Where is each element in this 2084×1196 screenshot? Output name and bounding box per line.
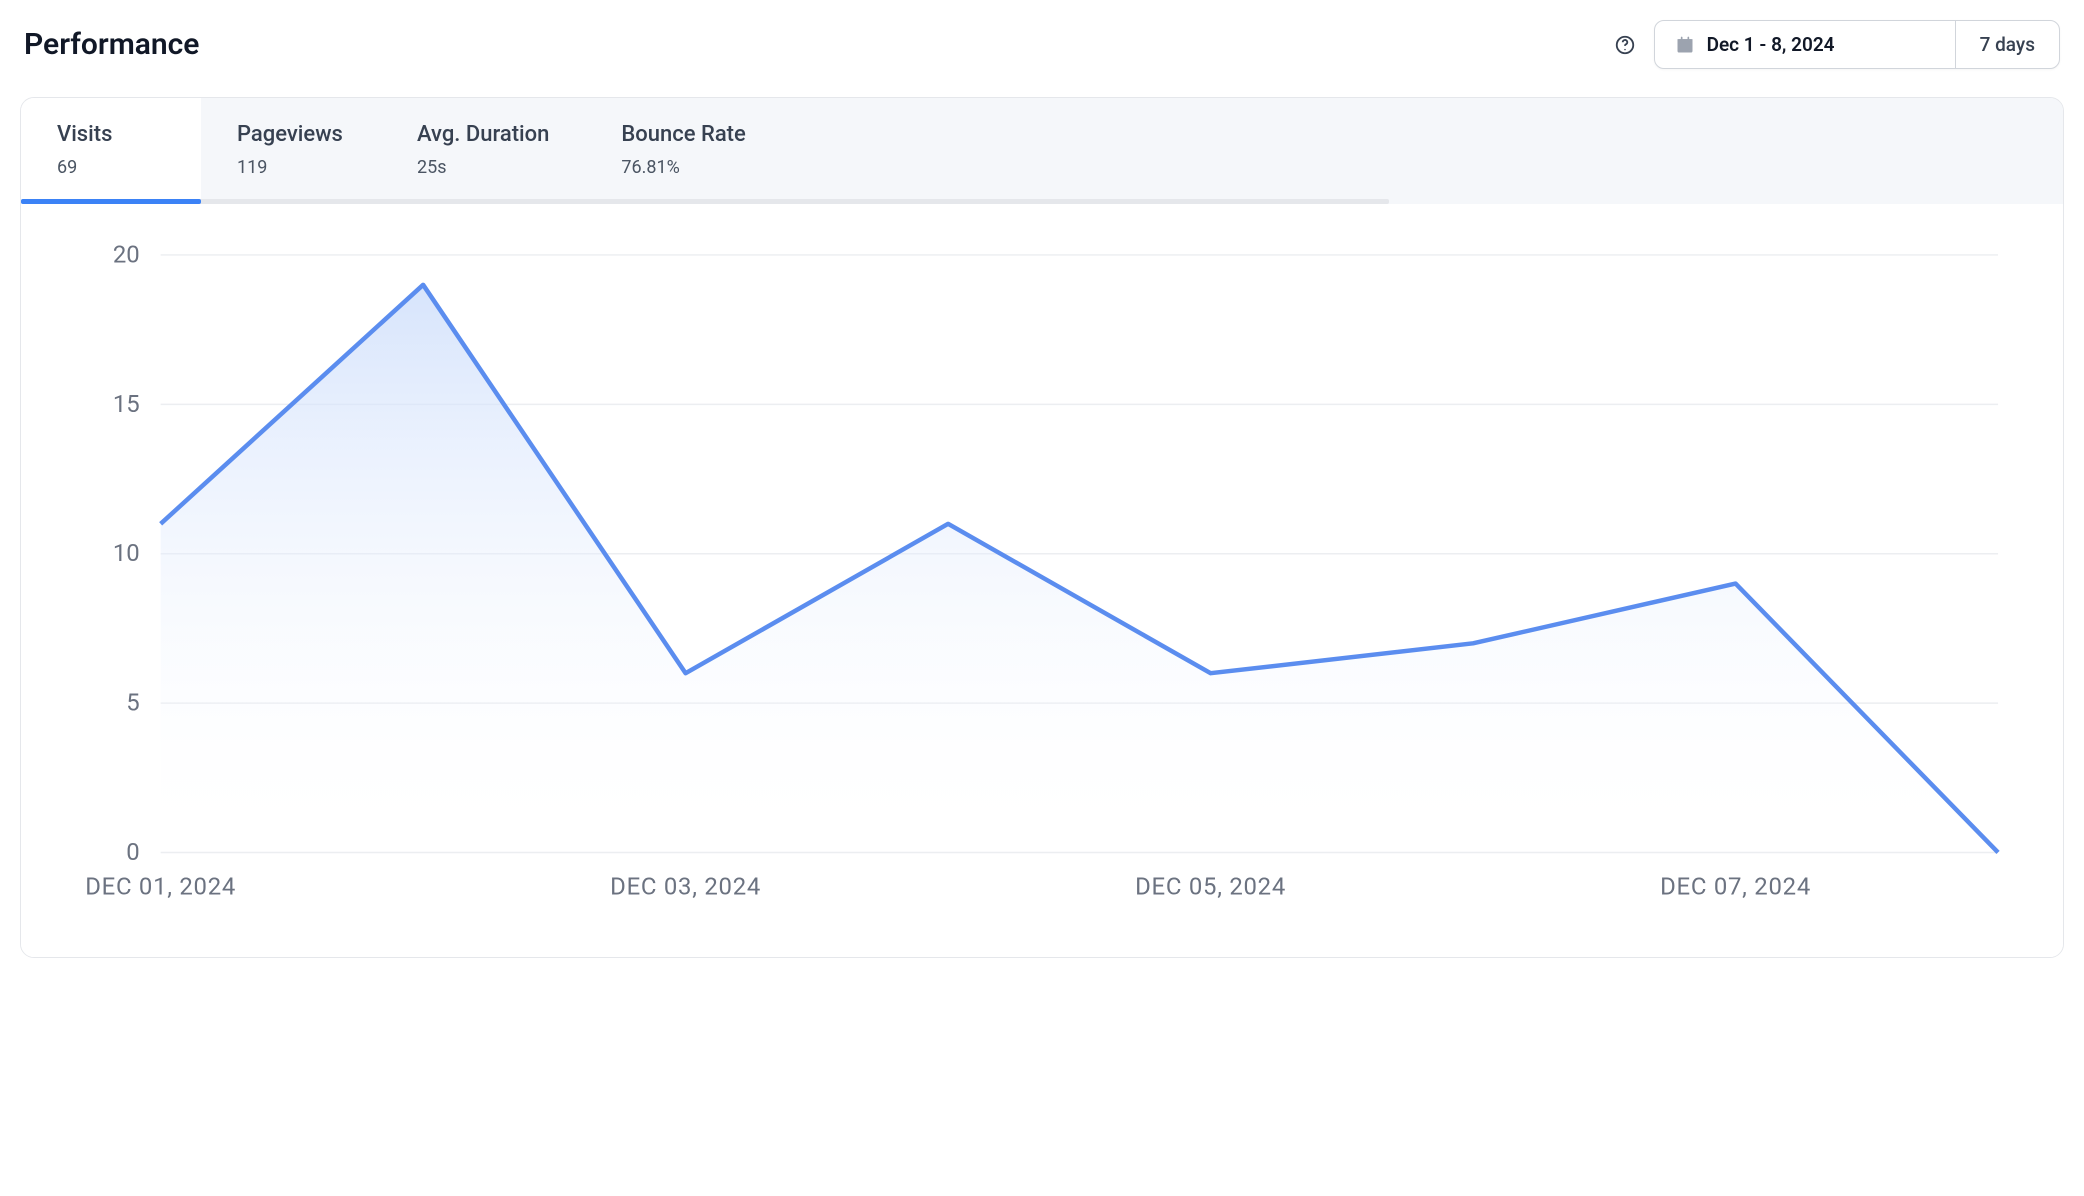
tab-label: Pageviews [237, 122, 345, 147]
date-range-label: Dec 1 - 8, 2024 [1707, 33, 1835, 56]
tab-value: 25s [417, 157, 549, 178]
period-label: 7 days [1980, 33, 2035, 56]
svg-text:DEC 05, 2024: DEC 05, 2024 [1135, 872, 1286, 900]
performance-panel: Visits 69 Pageviews 119 Avg. Duration 25… [20, 97, 2064, 958]
tab-label: Avg. Duration [417, 122, 549, 147]
svg-text:20: 20 [113, 240, 140, 268]
help-icon[interactable] [1614, 34, 1636, 56]
header: Performance Dec 1 - 8, 2024 [20, 20, 2064, 69]
tab-duration[interactable]: Avg. Duration 25s [381, 98, 585, 204]
calendar-icon [1675, 35, 1695, 55]
svg-text:DEC 07, 2024: DEC 07, 2024 [1660, 872, 1811, 900]
svg-text:5: 5 [126, 689, 139, 717]
tab-visits[interactable]: Visits 69 [21, 98, 201, 204]
tab-bounce[interactable]: Bounce Rate 76.81% [585, 98, 781, 204]
visits-chart: 0 5 10 15 20 DEC 01, 2024 DEC 03, 2024 DEC 05, … [71, 240, 2013, 927]
tab-label: Visits [57, 122, 165, 147]
tab-value: 119 [237, 157, 345, 178]
tab-underline-active [21, 199, 201, 204]
svg-text:DEC 03, 2024: DEC 03, 2024 [610, 872, 761, 900]
svg-text:10: 10 [113, 539, 140, 567]
svg-text:DEC 01, 2024: DEC 01, 2024 [85, 872, 236, 900]
date-range-picker[interactable]: Dec 1 - 8, 2024 [1655, 21, 1955, 68]
tab-value: 76.81% [621, 157, 745, 178]
tab-label: Bounce Rate [621, 122, 745, 147]
tab-underline-track [21, 199, 1389, 204]
date-controls: Dec 1 - 8, 2024 7 days [1654, 20, 2060, 69]
header-controls: Dec 1 - 8, 2024 7 days [1614, 20, 2060, 69]
svg-text:0: 0 [126, 838, 139, 866]
period-select[interactable]: 7 days [1955, 21, 2059, 68]
chart-area: 0 5 10 15 20 DEC 01, 2024 DEC 03, 2024 DEC 05, … [21, 204, 2063, 957]
metric-tabs: Visits 69 Pageviews 119 Avg. Duration 25… [21, 98, 2063, 204]
page-title: Performance [24, 27, 199, 62]
tab-value: 69 [57, 157, 165, 178]
svg-text:15: 15 [113, 390, 140, 418]
tab-pageviews[interactable]: Pageviews 119 [201, 98, 381, 204]
